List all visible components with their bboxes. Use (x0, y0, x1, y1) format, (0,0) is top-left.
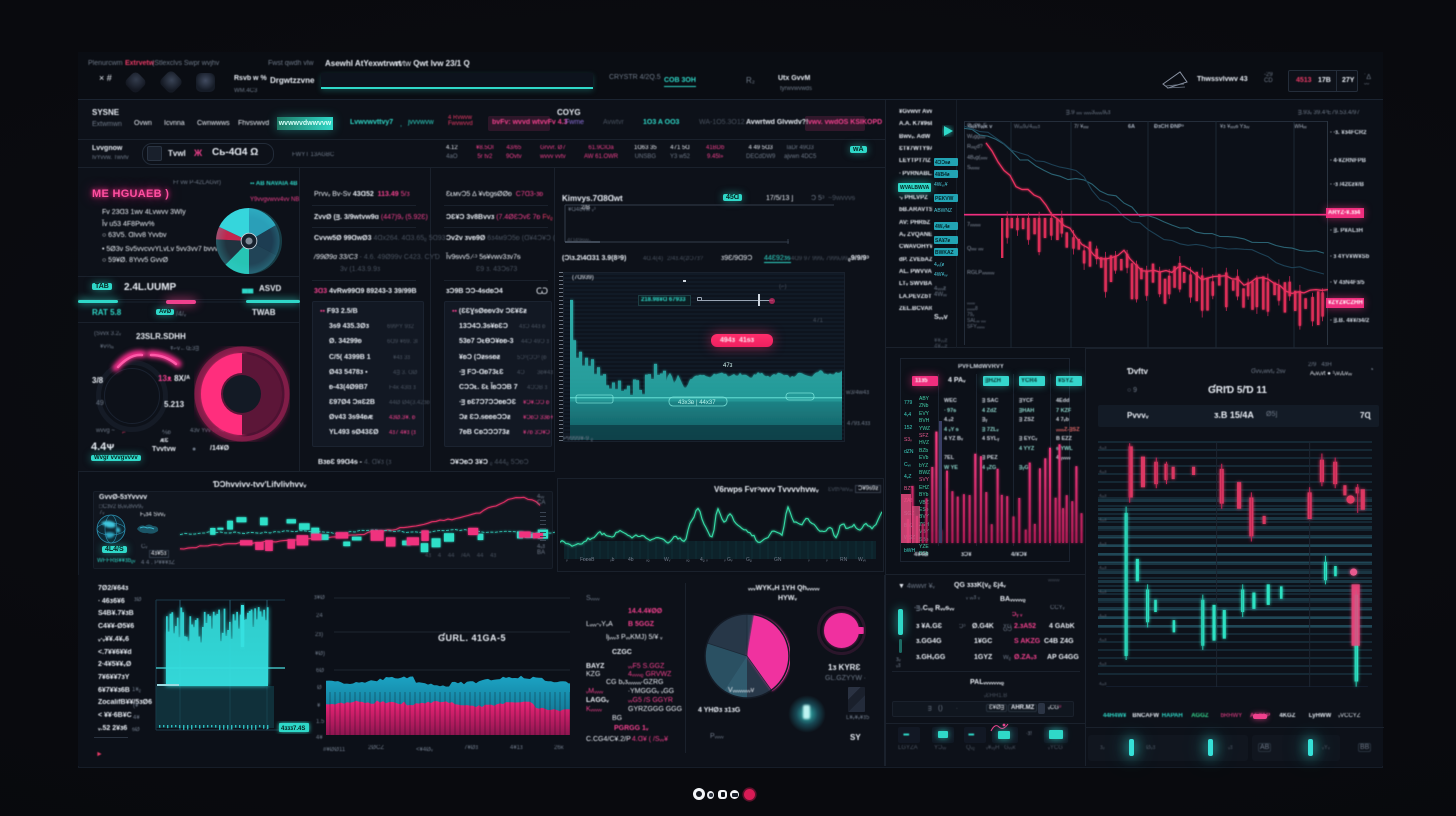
svg-text:43x3ᴆ | 44x37: 43x3ᴆ | 44x37 (678, 400, 716, 406)
svg-text:ᵥ: ᵥ (807, 557, 810, 563)
svg-text:FᴆᴆᵴB: FᴆᴆᵴB (580, 557, 595, 563)
svg-text:GN: GN (774, 557, 782, 563)
svg-text:ᵥ: ᵥ (825, 557, 828, 563)
svg-text:4b: 4b (628, 557, 634, 563)
svg-text:ᵥ: ᵥ (565, 557, 568, 563)
svg-text:Wᵥ: Wᵥ (664, 557, 671, 563)
svg-text:RN: RN (840, 557, 848, 563)
svg-text:4ᵨ ᵥ: 4ᵨ ᵥ (700, 557, 708, 563)
svg-text:ᵥ Gᵥ: ᵥ Gᵥ (723, 557, 733, 563)
svg-text:4ᴣᴣᴣ7.4S: 4ᴣᴣᴣ7.4S (281, 726, 305, 732)
svg-text:ᵥᵨ: ᵥᵨ (645, 557, 650, 563)
svg-text:Wᵥᵥ: Wᵥᵥ (858, 557, 866, 563)
svg-text:47ᴣ: 47ᴣ (723, 363, 733, 369)
svg-text:ᵥᵨ: ᵥᵨ (685, 557, 690, 563)
svg-text:ᵥb: ᵥb (609, 557, 615, 563)
svg-text:Gᵨ: Gᵨ (746, 557, 752, 563)
